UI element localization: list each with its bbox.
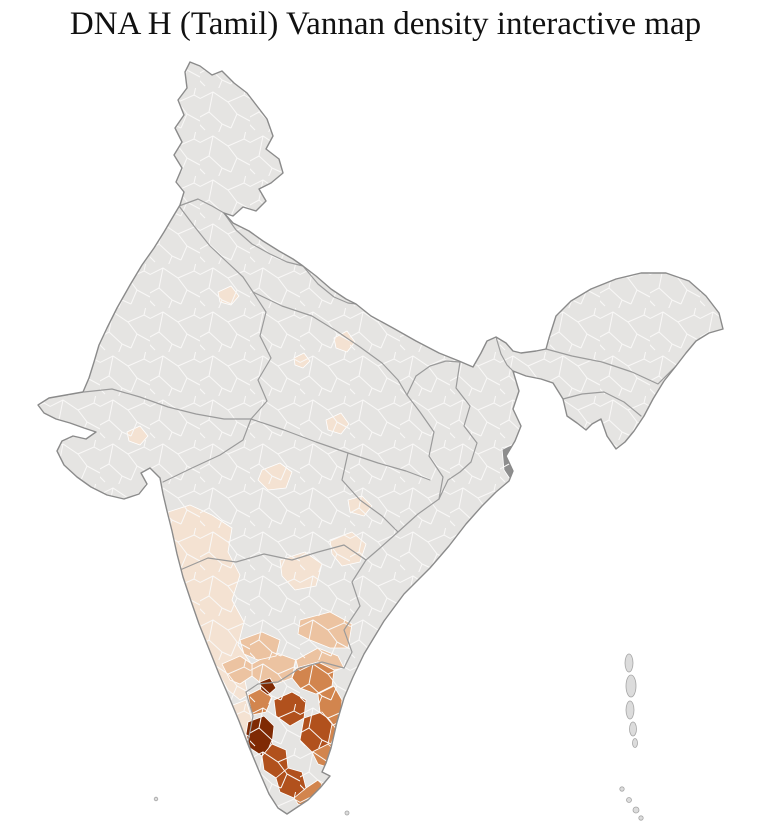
island[interactable] (626, 797, 632, 803)
page-title: DNA H (Tamil) Vannan density interactive… (69, 6, 702, 42)
island[interactable] (619, 786, 625, 792)
island[interactable] (625, 674, 637, 698)
island[interactable] (638, 815, 644, 821)
island[interactable] (632, 738, 638, 748)
island[interactable] (344, 810, 350, 816)
island[interactable] (629, 721, 637, 737)
district-region[interactable] (519, 412, 536, 429)
island[interactable] (625, 700, 635, 720)
island[interactable] (632, 806, 640, 814)
island[interactable] (153, 796, 159, 802)
island[interactable] (624, 653, 634, 673)
small-islets (153, 796, 350, 816)
andaman-nicobar-islands (619, 653, 644, 821)
